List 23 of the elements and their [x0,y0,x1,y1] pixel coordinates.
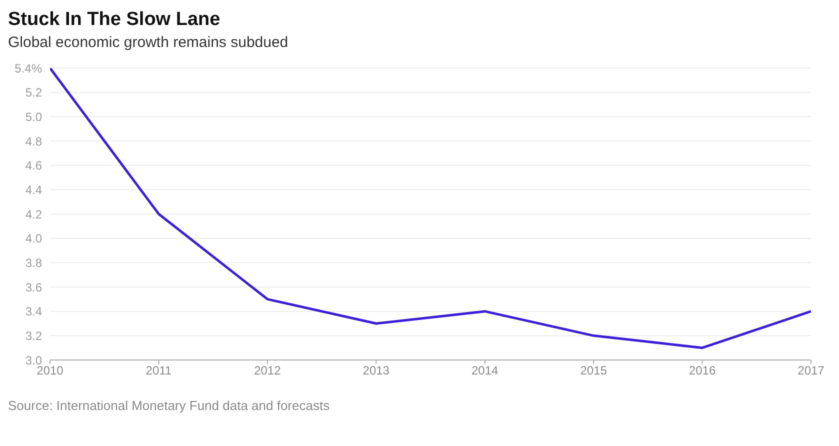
y-tick-label: 5.2 [25,86,42,100]
x-tick-label: 2013 [362,364,390,378]
y-tick-label: 4.6 [25,158,42,173]
y-tick-label: 5.4% [14,61,42,76]
x-tick-label: 2016 [688,364,716,378]
y-tick-label: 4.0 [25,232,42,246]
y-tick-label: 4.4 [25,182,42,197]
x-tick-label: 2012 [254,364,282,378]
y-tick-label: 3.4 [25,304,42,319]
chart-title: Stuck In The Slow Lane [8,8,222,32]
chart-subtitle: Global economic growth remains subdued [8,33,290,53]
y-tick-label: 4.8 [25,134,42,148]
y-tick-label: 3.8 [25,256,42,270]
y-tick-label: 4.2 [25,207,42,222]
y-tick-label: 3.2 [25,328,42,343]
source-note: Source: International Monetary Fund data and forecasts [8,398,330,413]
x-tick-label: 2017 [798,364,825,378]
x-tick-label: 2011 [146,364,172,378]
x-tick-label: 2015 [580,364,608,378]
y-tick-label: 5.0 [25,110,42,124]
line-series [50,68,811,350]
x-tick-label: 2014 [472,364,499,378]
y-tick-label: 3.6 [25,280,42,294]
